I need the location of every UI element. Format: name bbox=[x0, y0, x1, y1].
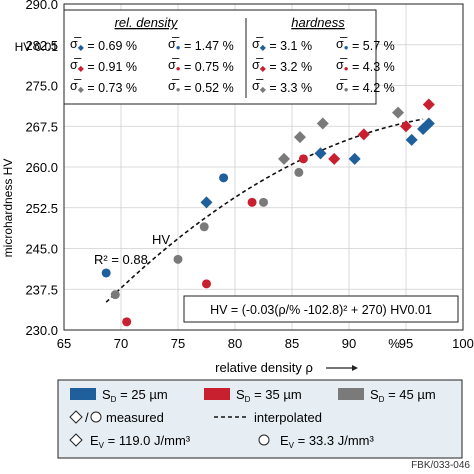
x-tick-label: 70 bbox=[114, 336, 128, 351]
data-point-diamond bbox=[293, 131, 306, 144]
fit-curve bbox=[105, 118, 424, 303]
y-tick-label: 245.0 bbox=[25, 242, 58, 257]
y-tick-label: 237.5 bbox=[25, 282, 58, 297]
data-point-circle bbox=[122, 317, 132, 327]
legend-slash: / bbox=[85, 410, 89, 425]
data-point-circle bbox=[294, 167, 304, 177]
data-point-circle bbox=[298, 154, 308, 164]
formula-text: HV = (-0.03(ρ/% -102.8)² + 270) HV0.01 bbox=[210, 303, 432, 317]
stat-hardness-circle: σ̅● = 4.3 % bbox=[336, 58, 395, 74]
x-tick-label: 75 bbox=[171, 336, 185, 351]
data-point-diamond bbox=[314, 147, 327, 160]
stat-rel-density-circle: σ̅● = 0.75 % bbox=[168, 58, 234, 74]
y-tick-label: 260.0 bbox=[25, 160, 58, 175]
stat-rel-density-diamond: σ̅◆ = 0.73 % bbox=[70, 79, 137, 95]
y-tick-label: 290.0 bbox=[25, 0, 58, 12]
stat-hardness-diamond: σ̅◆ = 3.2 % bbox=[252, 58, 312, 74]
stats-box-frame bbox=[63, 9, 377, 105]
stats-header-hardness: hardness bbox=[291, 15, 345, 30]
legend-swatch bbox=[338, 388, 364, 400]
stat-rel-density-circle: σ̅● = 0.52 % bbox=[168, 79, 234, 95]
stat-hardness-circle: σ̅● = 4.2 % bbox=[336, 79, 395, 95]
data-point-diamond bbox=[405, 133, 418, 146]
legend-diamond-icon bbox=[69, 410, 83, 424]
data-point-circle bbox=[110, 290, 120, 300]
x-tick-label: 95 bbox=[399, 336, 413, 351]
r2-annotation: R² = 0.88 bbox=[94, 252, 148, 267]
points-group bbox=[101, 98, 435, 327]
data-point-diamond bbox=[316, 117, 329, 130]
y-tick-label: 275.0 bbox=[25, 79, 58, 94]
data-point-diamond bbox=[278, 152, 291, 165]
legend-circle-icon bbox=[90, 411, 102, 423]
x-tick-label: 100 bbox=[452, 336, 474, 351]
data-point-circle bbox=[247, 197, 257, 207]
data-point-diamond bbox=[200, 196, 213, 209]
legend-ev-diamond-icon bbox=[69, 433, 83, 447]
legend-ev-high-label: EV = 119.0 J/mm³ bbox=[90, 433, 191, 450]
stats-box: rel. density hardness σ̅◆ = 0.69 % σ̅● = … bbox=[63, 9, 395, 105]
y-tick-label: 267.5 bbox=[25, 119, 58, 134]
stat-rel-density-diamond: σ̅◆ = 0.69 % bbox=[70, 37, 137, 53]
y-tick-label: 282.5 bbox=[25, 38, 58, 53]
x-tick-label: 65 bbox=[57, 336, 71, 351]
x-tick-label: 90 bbox=[342, 336, 356, 351]
legend-ev-low-label: EV = 33.3 J/mm³ bbox=[280, 433, 375, 450]
data-point-diamond bbox=[328, 152, 341, 165]
stat-hardness-diamond: σ̅◆ = 3.3 % bbox=[252, 79, 312, 95]
footer-id: FBK/033-046 bbox=[411, 460, 470, 471]
legend-measured-label: measured bbox=[106, 410, 164, 425]
stat-hardness-circle: σ̅● = 5.7 % bbox=[336, 37, 395, 53]
legend-frame bbox=[57, 379, 463, 459]
x-axis-arrowhead bbox=[352, 365, 358, 371]
legend-swatch bbox=[70, 388, 96, 400]
data-point-diamond bbox=[422, 98, 435, 111]
plot-frame bbox=[63, 3, 464, 331]
x-tick-label: 80 bbox=[228, 336, 242, 351]
legend-size-label: SD = 25 µm bbox=[102, 387, 168, 404]
data-point-circle bbox=[259, 197, 268, 207]
data-point-circle bbox=[173, 254, 183, 264]
data-point-diamond bbox=[400, 120, 412, 133]
legend-swatch bbox=[204, 388, 230, 400]
stat-rel-density-circle: σ̅● = 1.47 % bbox=[168, 37, 234, 53]
data-point-diamond bbox=[348, 152, 361, 165]
data-point-diamond bbox=[422, 117, 435, 130]
x-tick-label: 85 bbox=[285, 336, 299, 351]
fit-curve-group bbox=[105, 118, 424, 303]
data-point-diamond bbox=[392, 106, 405, 119]
data-point-circle bbox=[202, 279, 211, 289]
y-axis-label: microhardness HV bbox=[1, 159, 15, 258]
unit-percent: % bbox=[388, 336, 400, 351]
stat-hardness-diamond: σ̅◆ = 3.1 % bbox=[252, 37, 312, 53]
legend: SD = 25 µm SD = 35 µm SD = 45 µm / measured i… bbox=[57, 379, 463, 459]
data-point-circle bbox=[219, 173, 229, 183]
data-point-diamond bbox=[357, 128, 370, 141]
legend-size-label: SD = 35 µm bbox=[236, 387, 302, 404]
legend-ev-circle-icon bbox=[258, 434, 270, 446]
axes: 65 70 75 80 85 90 95 100 230.0 237.5 245.0 252.5 260… bbox=[15, 0, 474, 351]
formula-box bbox=[183, 295, 459, 323]
y-tick-label: 252.5 bbox=[25, 201, 58, 216]
legend-interpolated-label: interpolated bbox=[254, 410, 322, 425]
hv-annotation: HV bbox=[152, 232, 170, 247]
hv-tick-label: HV 0.01 bbox=[15, 40, 59, 54]
data-point-circle bbox=[101, 268, 111, 278]
stats-header-rel-density: rel. density bbox=[115, 15, 179, 30]
data-point-circle bbox=[199, 222, 209, 232]
stat-rel-density-diamond: σ̅◆ = 0.91 % bbox=[70, 58, 137, 74]
legend-size-label: SD = 45 µm bbox=[370, 387, 436, 404]
y-tick-label: 230.0 bbox=[25, 323, 58, 338]
x-axis-label: relative density ρ bbox=[215, 360, 313, 375]
